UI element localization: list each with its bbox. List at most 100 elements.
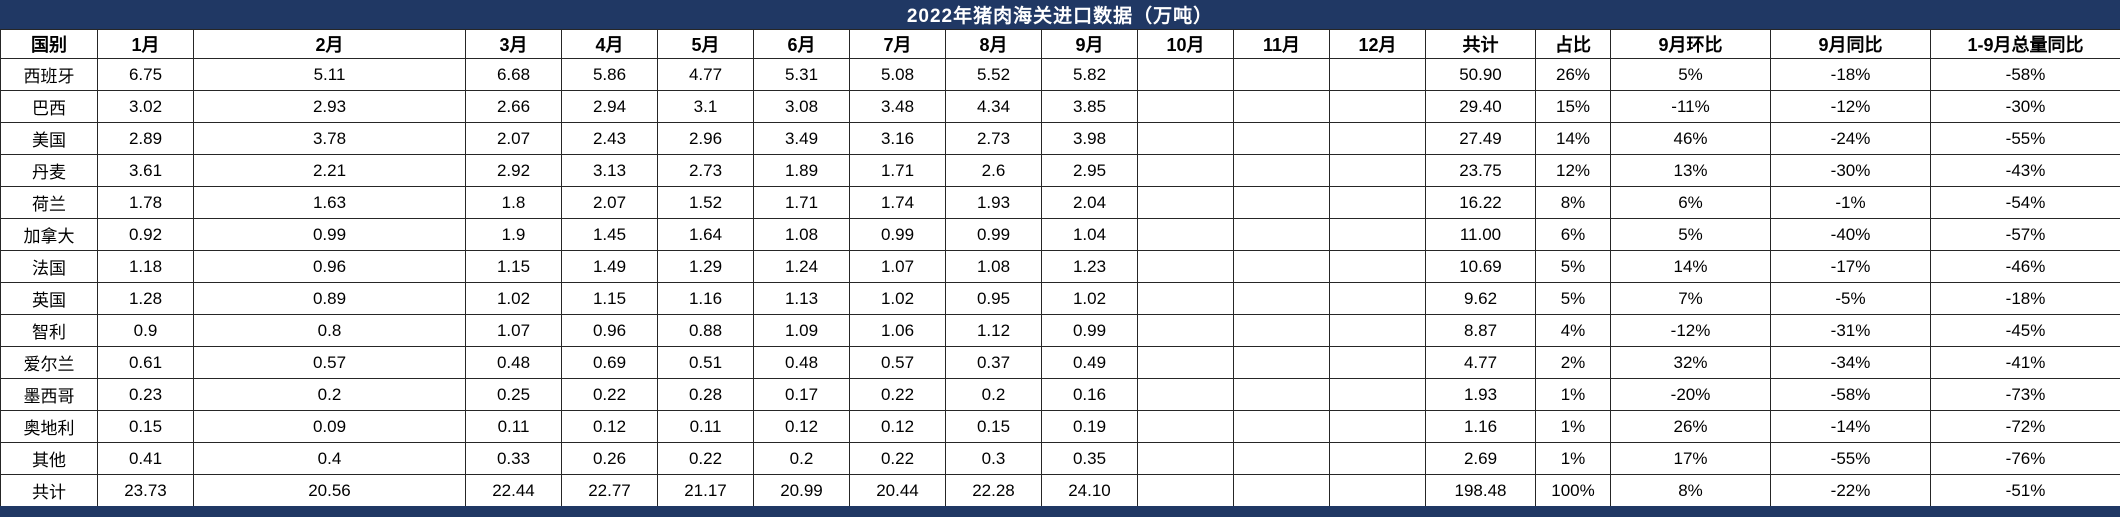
value-cell[interactable]: [1137, 122, 1234, 155]
value-cell[interactable]: 1.04: [1041, 218, 1138, 251]
country-cell[interactable]: 美国: [0, 122, 98, 155]
value-cell[interactable]: 26%: [1610, 410, 1771, 443]
value-cell[interactable]: 3.16: [849, 122, 946, 155]
value-cell[interactable]: 20.44: [849, 474, 946, 507]
value-cell[interactable]: 0.22: [657, 442, 754, 475]
column-header-7[interactable]: 7月: [849, 29, 946, 59]
value-cell[interactable]: 0.19: [1041, 410, 1138, 443]
value-cell[interactable]: 20.56: [193, 474, 466, 507]
column-header-8[interactable]: 8月: [945, 29, 1042, 59]
value-cell[interactable]: 6.75: [97, 58, 194, 91]
value-cell[interactable]: 1.29: [657, 250, 754, 283]
value-cell[interactable]: [1233, 442, 1330, 475]
country-cell[interactable]: 法国: [0, 250, 98, 283]
value-cell[interactable]: 2.96: [657, 122, 754, 155]
value-cell[interactable]: [1233, 410, 1330, 443]
value-cell[interactable]: 1.08: [945, 250, 1042, 283]
value-cell[interactable]: 1.52: [657, 186, 754, 219]
value-cell[interactable]: 10.69: [1425, 250, 1536, 283]
value-cell[interactable]: 198.48: [1425, 474, 1536, 507]
value-cell[interactable]: 2.94: [561, 90, 658, 123]
value-cell[interactable]: 2%: [1535, 346, 1611, 379]
value-cell[interactable]: -40%: [1770, 218, 1931, 251]
value-cell[interactable]: -34%: [1770, 346, 1931, 379]
value-cell[interactable]: 0.51: [657, 346, 754, 379]
value-cell[interactable]: 2.69: [1425, 442, 1536, 475]
value-cell[interactable]: 24.10: [1041, 474, 1138, 507]
table-title-bar[interactable]: 2022年猪肉海关进口数据（万吨）: [0, 0, 2120, 29]
value-cell[interactable]: 22.77: [561, 474, 658, 507]
value-cell[interactable]: 5.52: [945, 58, 1042, 91]
value-cell[interactable]: [1137, 474, 1234, 507]
value-cell[interactable]: 3.78: [193, 122, 466, 155]
value-cell[interactable]: 0.48: [465, 346, 562, 379]
value-cell[interactable]: [1329, 122, 1426, 155]
value-cell[interactable]: -11%: [1610, 90, 1771, 123]
value-cell[interactable]: 5%: [1535, 282, 1611, 315]
value-cell[interactable]: -43%: [1930, 154, 2120, 187]
value-cell[interactable]: -51%: [1930, 474, 2120, 507]
value-cell[interactable]: 0.95: [945, 282, 1042, 315]
column-header-9[interactable]: 9月: [1041, 29, 1138, 59]
value-cell[interactable]: 0.96: [561, 314, 658, 347]
value-cell[interactable]: [1329, 58, 1426, 91]
country-cell[interactable]: 智利: [0, 314, 98, 347]
value-cell[interactable]: 1.93: [1425, 378, 1536, 411]
country-cell[interactable]: 巴西: [0, 90, 98, 123]
value-cell[interactable]: -55%: [1930, 122, 2120, 155]
value-cell[interactable]: 0.99: [193, 218, 466, 251]
value-cell[interactable]: 0.17: [753, 378, 850, 411]
value-cell[interactable]: 2.07: [465, 122, 562, 155]
value-cell[interactable]: 20.99: [753, 474, 850, 507]
value-cell[interactable]: 0.61: [97, 346, 194, 379]
value-cell[interactable]: 0.99: [849, 218, 946, 251]
value-cell[interactable]: 5.31: [753, 58, 850, 91]
value-cell[interactable]: -18%: [1930, 282, 2120, 315]
column-header-17[interactable]: 1-9月总量同比: [1930, 29, 2120, 59]
value-cell[interactable]: 27.49: [1425, 122, 1536, 155]
country-cell[interactable]: 荷兰: [0, 186, 98, 219]
value-cell[interactable]: 1.02: [465, 282, 562, 315]
value-cell[interactable]: 1.78: [97, 186, 194, 219]
value-cell[interactable]: 5.86: [561, 58, 658, 91]
value-cell[interactable]: 100%: [1535, 474, 1611, 507]
value-cell[interactable]: 1.15: [465, 250, 562, 283]
value-cell[interactable]: 4.77: [657, 58, 754, 91]
value-cell[interactable]: 2.93: [193, 90, 466, 123]
value-cell[interactable]: 0.92: [97, 218, 194, 251]
value-cell[interactable]: 1.71: [753, 186, 850, 219]
value-cell[interactable]: 26%: [1535, 58, 1611, 91]
value-cell[interactable]: 1.49: [561, 250, 658, 283]
value-cell[interactable]: 1.63: [193, 186, 466, 219]
value-cell[interactable]: 2.73: [657, 154, 754, 187]
value-cell[interactable]: [1233, 250, 1330, 283]
value-cell[interactable]: 1%: [1535, 378, 1611, 411]
value-cell[interactable]: 0.37: [945, 346, 1042, 379]
column-header-12[interactable]: 12月: [1329, 29, 1426, 59]
value-cell[interactable]: 1.64: [657, 218, 754, 251]
value-cell[interactable]: -46%: [1930, 250, 2120, 283]
column-header-15[interactable]: 9月环比: [1610, 29, 1771, 59]
column-header-14[interactable]: 占比: [1535, 29, 1611, 59]
column-header-13[interactable]: 共计: [1425, 29, 1536, 59]
value-cell[interactable]: 8%: [1610, 474, 1771, 507]
column-header-11[interactable]: 11月: [1233, 29, 1330, 59]
value-cell[interactable]: 5.08: [849, 58, 946, 91]
value-cell[interactable]: 15%: [1535, 90, 1611, 123]
value-cell[interactable]: 5%: [1535, 250, 1611, 283]
value-cell[interactable]: 0.12: [849, 410, 946, 443]
value-cell[interactable]: [1329, 186, 1426, 219]
value-cell[interactable]: 0.57: [849, 346, 946, 379]
value-cell[interactable]: [1137, 410, 1234, 443]
value-cell[interactable]: 1.74: [849, 186, 946, 219]
value-cell[interactable]: 7%: [1610, 282, 1771, 315]
value-cell[interactable]: 1%: [1535, 410, 1611, 443]
value-cell[interactable]: -30%: [1770, 154, 1931, 187]
value-cell[interactable]: -76%: [1930, 442, 2120, 475]
value-cell[interactable]: [1233, 154, 1330, 187]
value-cell[interactable]: 0.22: [561, 378, 658, 411]
value-cell[interactable]: [1137, 186, 1234, 219]
value-cell[interactable]: 5%: [1610, 218, 1771, 251]
value-cell[interactable]: 0.16: [1041, 378, 1138, 411]
value-cell[interactable]: 0.3: [945, 442, 1042, 475]
